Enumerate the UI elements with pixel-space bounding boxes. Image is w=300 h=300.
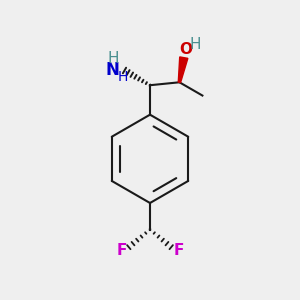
Text: N: N: [105, 61, 119, 80]
Text: H: H: [189, 37, 201, 52]
Text: H: H: [118, 70, 128, 84]
Text: H: H: [108, 51, 119, 66]
Text: O: O: [179, 42, 192, 57]
Polygon shape: [178, 57, 188, 82]
Text: F: F: [173, 243, 184, 258]
Text: F: F: [116, 243, 127, 258]
